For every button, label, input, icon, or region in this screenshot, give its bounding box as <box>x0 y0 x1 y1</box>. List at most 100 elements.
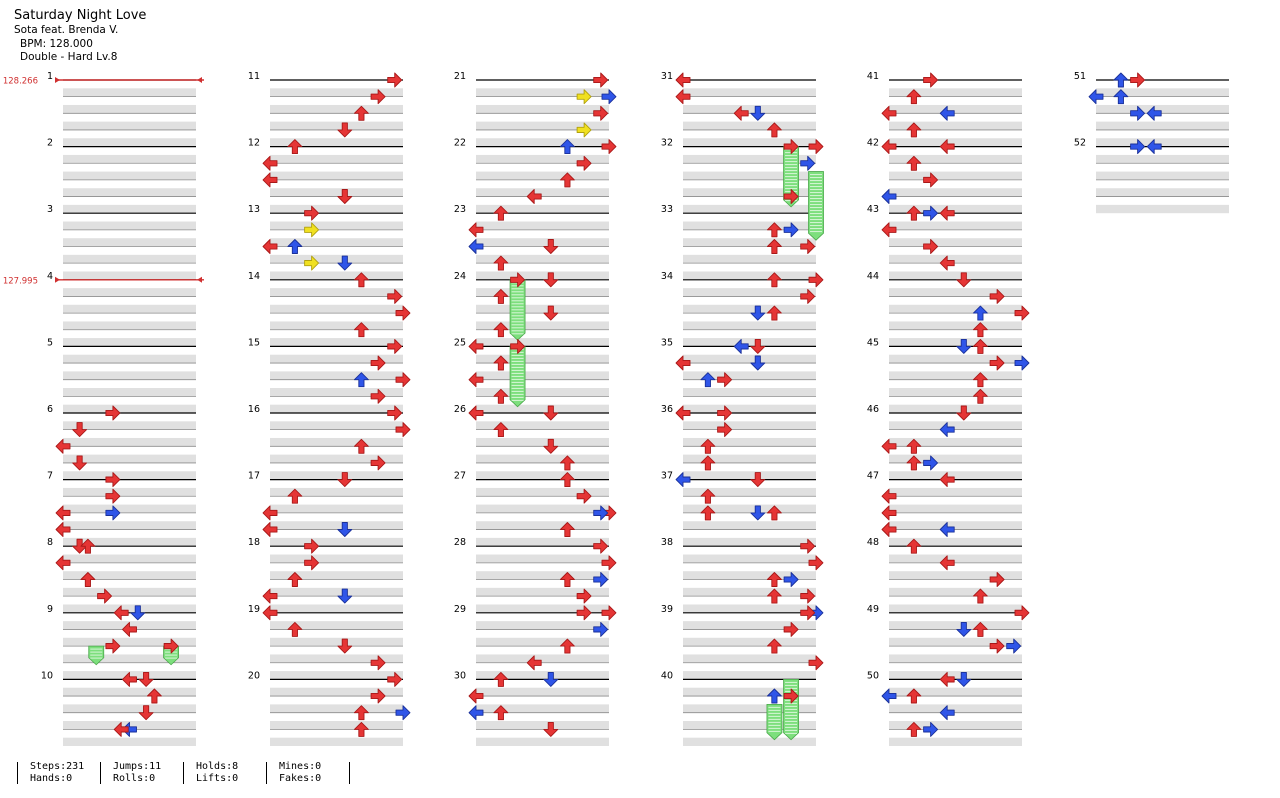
stats-bar: Steps:231 Hands:0 Jumps:11 Rolls:0 Holds… <box>0 760 1280 798</box>
arrow-right-icon <box>601 555 617 571</box>
beat-stripe <box>683 171 816 180</box>
beat-stripe <box>270 637 403 647</box>
arrow-up-icon <box>700 455 716 471</box>
arrow-left-icon <box>262 172 278 188</box>
beat-stripe <box>889 421 1022 430</box>
beat-stripe <box>270 388 403 397</box>
beat-stripe <box>889 404 1022 413</box>
beat-stripe <box>476 421 609 430</box>
beat-stripe <box>270 171 403 180</box>
measure-number: 32 <box>661 138 673 149</box>
beat-stripe <box>476 721 609 730</box>
beat-stripe <box>270 704 403 713</box>
arrow-up-icon <box>353 705 369 721</box>
arrow-up-icon <box>559 455 575 471</box>
arrow-left-icon <box>939 205 955 221</box>
beat-stripe <box>270 554 403 563</box>
beat-stripe <box>63 554 196 563</box>
measure-30: 30 <box>454 670 609 746</box>
arrow-up-icon <box>559 472 575 488</box>
measure-number: 8 <box>47 537 53 548</box>
beat-stripe <box>683 654 816 663</box>
arrow-left-icon <box>881 688 897 704</box>
measure-number: 11 <box>248 71 260 82</box>
arrow-up-icon <box>493 671 509 687</box>
beat-stripe <box>476 154 609 164</box>
beat-stripe <box>683 238 816 247</box>
beat-stripe <box>476 121 609 130</box>
measure-number: 40 <box>661 670 673 681</box>
measure-number: 25 <box>454 337 466 348</box>
arrow-up-icon <box>353 105 369 121</box>
beat-stripe <box>63 587 196 597</box>
stat-jumps: Jumps:11 <box>113 761 162 772</box>
arrow-right-icon <box>304 555 320 571</box>
beat-stripe <box>683 254 816 264</box>
beat-stripe <box>889 154 1022 164</box>
stat-steps: Steps:231 <box>30 761 85 772</box>
beat-stripe <box>270 138 403 147</box>
arrow-left-icon <box>675 472 691 488</box>
beat-stripe <box>63 704 196 713</box>
beat-stripe <box>683 188 816 197</box>
beat-stripe <box>63 454 196 463</box>
beat-stripe <box>270 721 403 730</box>
beat-stripe <box>476 571 609 580</box>
measure-42: 42 <box>867 138 1022 214</box>
hold-note <box>766 703 783 741</box>
arrow-right-icon <box>783 621 799 637</box>
measure-11: 11 <box>248 71 403 147</box>
arrow-up-icon <box>766 272 782 288</box>
arrow-up-icon <box>700 488 716 504</box>
beat-stripe <box>476 238 609 247</box>
beat-stripe <box>270 254 403 264</box>
beat-stripe <box>683 121 816 130</box>
arrow-down-icon <box>956 338 972 354</box>
arrow-up-icon <box>766 222 782 238</box>
arrow-up-icon <box>287 139 303 155</box>
beat-stripe <box>683 487 816 497</box>
bpm-change-end <box>197 276 202 283</box>
beat-stripe <box>889 254 1022 264</box>
beat-stripe <box>270 221 403 230</box>
beat-stripe <box>270 737 403 746</box>
bpm-change-marker: 128.266 <box>3 77 204 87</box>
measure-29: 29 <box>454 604 609 680</box>
arrow-left-icon <box>55 555 71 571</box>
arrow-right-icon <box>593 105 609 121</box>
beat-stripe <box>683 571 816 580</box>
arrow-down-icon <box>543 438 559 454</box>
arrow-right-icon <box>989 638 1005 654</box>
beat-stripe <box>270 304 403 314</box>
arrow-left-icon <box>939 422 955 438</box>
beat-stripe <box>476 188 609 197</box>
measure-number: 33 <box>661 204 673 215</box>
arrow-left-icon <box>262 605 278 621</box>
arrow-left-icon <box>262 505 278 521</box>
beat-stripe <box>63 321 196 330</box>
beat-stripe <box>476 171 609 180</box>
beat-stripe <box>683 671 816 680</box>
arrow-right-icon <box>576 122 592 138</box>
stat-mines: Mines:0 <box>279 761 322 772</box>
arrow-down-icon <box>956 621 972 637</box>
arrow-up-icon <box>287 488 303 504</box>
arrow-left-icon <box>526 655 542 671</box>
arrow-up-icon <box>972 338 988 354</box>
arrow-up-icon <box>972 588 988 604</box>
arrow-right-icon <box>387 288 403 304</box>
arrow-down-icon <box>72 422 88 438</box>
beat-stripe <box>63 221 196 230</box>
beat-stripe <box>270 671 403 680</box>
beat-stripe <box>476 388 609 397</box>
beat-stripe <box>270 454 403 463</box>
measure-21: 21 <box>454 71 609 147</box>
beat-stripe <box>476 654 609 663</box>
beat-stripe <box>683 404 816 413</box>
arrow-right-icon <box>783 139 799 155</box>
arrow-right-icon <box>370 455 386 471</box>
bpm-change-label: 128.266 <box>3 77 38 87</box>
measure-number: 42 <box>867 138 879 149</box>
measure-49: 49 <box>867 604 1022 680</box>
beat-stripe <box>63 338 196 347</box>
